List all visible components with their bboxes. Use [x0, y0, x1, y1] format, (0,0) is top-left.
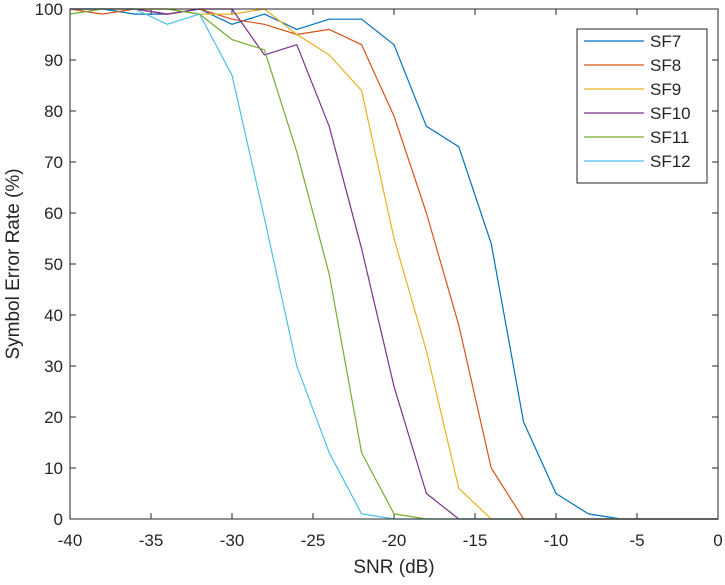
legend-label-sf7: SF7 — [650, 32, 681, 51]
x-tick-label: -30 — [220, 531, 245, 550]
y-tick-label: 40 — [44, 306, 63, 325]
y-tick-label: 30 — [44, 357, 63, 376]
legend-label-sf9: SF9 — [650, 80, 681, 99]
x-tick-label: -25 — [301, 531, 326, 550]
x-tick-label: -35 — [139, 531, 164, 550]
y-axis-label: Symbol Error Rate (%) — [3, 168, 24, 359]
y-tick-label: 70 — [44, 153, 63, 172]
plot-frame — [69, 8, 719, 520]
y-tick-label: 10 — [44, 459, 63, 478]
legend-label-sf10: SF10 — [650, 104, 691, 123]
legend: SF7 SF8 SF9 SF10 SF11 SF12 — [576, 28, 708, 184]
y-tick-label: 80 — [44, 102, 63, 121]
y-tick-label: 100 — [35, 0, 63, 19]
x-tick-label: -40 — [58, 531, 83, 550]
y-tick-label: 0 — [54, 510, 63, 529]
axis-layer: -40 -35 -30 -25 -20 -15 -10 -5 0 0 10 20 30 40 50 60 70 8… — [35, 0, 723, 550]
y-tick-label: 60 — [44, 204, 63, 223]
legend-label-sf11: SF11 — [650, 128, 689, 147]
x-tick-label: -10 — [544, 531, 569, 550]
legend-label-sf8: SF8 — [650, 56, 681, 75]
legend-box — [576, 28, 708, 184]
x-tick-label: 0 — [713, 531, 722, 550]
x-tick-label: -15 — [463, 531, 488, 550]
y-tick-label: 90 — [44, 51, 63, 70]
x-axis-label: SNR (dB) — [353, 557, 434, 578]
legend-label-sf12: SF12 — [650, 152, 691, 171]
x-tick-label: -20 — [382, 531, 407, 550]
y-tick-label: 20 — [44, 408, 63, 427]
x-tick-label: -5 — [629, 531, 644, 550]
y-tick-label: 50 — [44, 255, 63, 274]
